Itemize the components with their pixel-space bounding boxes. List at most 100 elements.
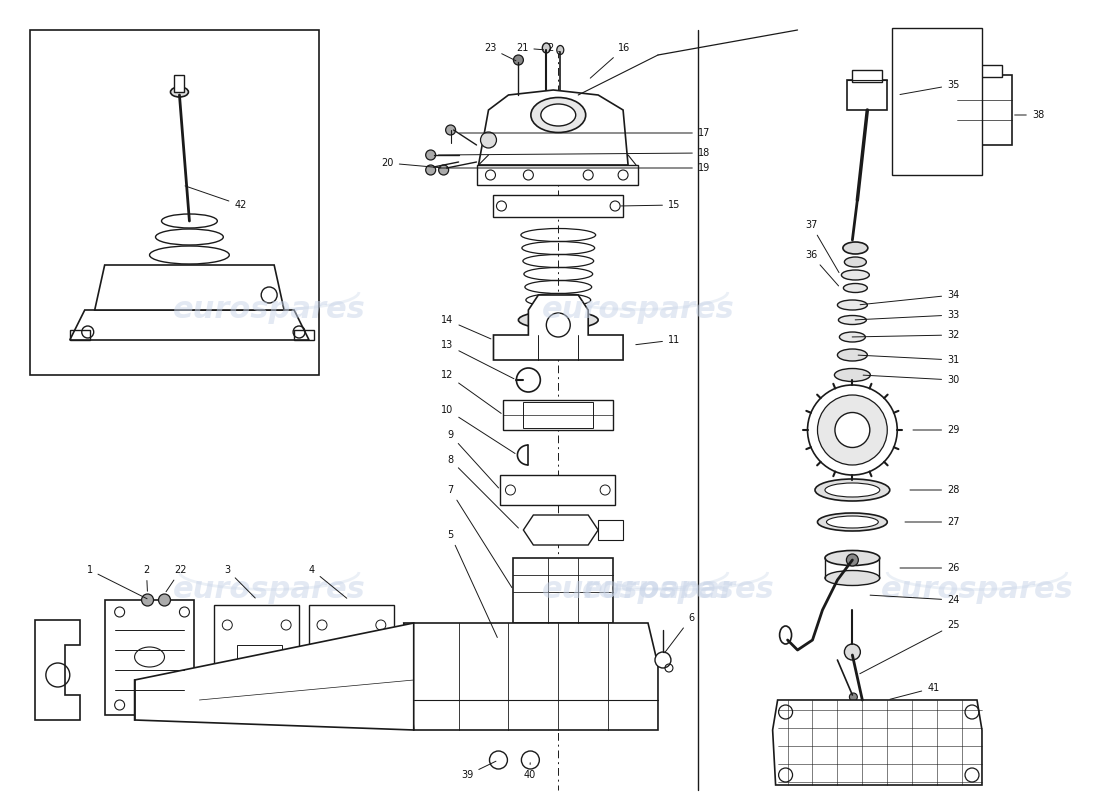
Text: 26: 26 <box>900 563 959 573</box>
Ellipse shape <box>825 570 880 586</box>
Ellipse shape <box>825 483 880 497</box>
Circle shape <box>481 132 496 148</box>
Ellipse shape <box>817 513 888 531</box>
Polygon shape <box>772 700 982 785</box>
Polygon shape <box>476 165 638 185</box>
Ellipse shape <box>557 46 564 54</box>
Text: 7: 7 <box>448 485 512 588</box>
Text: 14: 14 <box>441 315 491 339</box>
Text: 37: 37 <box>805 220 839 273</box>
Text: 2: 2 <box>547 43 560 53</box>
Text: 5: 5 <box>448 530 497 638</box>
Ellipse shape <box>817 395 888 465</box>
Text: 32: 32 <box>852 330 959 340</box>
Text: 35: 35 <box>900 80 959 94</box>
Circle shape <box>426 165 436 175</box>
Text: 10: 10 <box>441 405 515 454</box>
Ellipse shape <box>845 257 867 267</box>
Ellipse shape <box>518 311 598 329</box>
Text: 42: 42 <box>185 186 246 210</box>
Circle shape <box>158 594 170 606</box>
Text: 24: 24 <box>870 595 959 605</box>
Ellipse shape <box>825 550 880 566</box>
Text: 20: 20 <box>382 158 441 168</box>
Text: eurospares: eurospares <box>541 295 735 325</box>
Circle shape <box>845 644 860 660</box>
Circle shape <box>654 652 671 668</box>
Bar <box>238 645 282 675</box>
Ellipse shape <box>844 283 867 293</box>
Text: 28: 28 <box>910 485 959 495</box>
Text: 8: 8 <box>448 455 518 528</box>
Text: 3: 3 <box>224 565 255 598</box>
Circle shape <box>521 751 539 769</box>
Bar <box>957 75 1012 145</box>
Circle shape <box>849 693 857 701</box>
Text: 15: 15 <box>620 200 680 210</box>
Text: 34: 34 <box>860 290 959 305</box>
Text: 21: 21 <box>516 43 543 53</box>
Text: 4: 4 <box>309 565 346 598</box>
Polygon shape <box>35 620 80 720</box>
Circle shape <box>514 55 524 65</box>
Text: 29: 29 <box>913 425 959 435</box>
Text: 38: 38 <box>1014 110 1044 120</box>
Polygon shape <box>95 265 284 310</box>
Polygon shape <box>69 310 309 340</box>
Polygon shape <box>309 605 394 720</box>
Ellipse shape <box>839 332 866 342</box>
Text: 17: 17 <box>460 128 711 138</box>
Bar <box>967 65 1002 77</box>
Text: 40: 40 <box>524 762 536 780</box>
Text: 36: 36 <box>805 250 838 286</box>
Text: 22: 22 <box>166 565 187 592</box>
Polygon shape <box>404 623 658 730</box>
Text: 27: 27 <box>905 517 959 527</box>
Polygon shape <box>504 400 613 430</box>
Text: eurospares: eurospares <box>541 575 735 605</box>
Circle shape <box>426 150 436 160</box>
Polygon shape <box>214 605 299 720</box>
Text: 25: 25 <box>860 620 959 674</box>
Circle shape <box>261 287 277 303</box>
Bar <box>104 600 195 715</box>
Text: eurospares: eurospares <box>173 575 365 605</box>
Text: 18: 18 <box>439 148 711 158</box>
Text: eurospares: eurospares <box>173 295 365 325</box>
Ellipse shape <box>531 314 585 326</box>
Ellipse shape <box>835 413 870 447</box>
Polygon shape <box>494 295 623 360</box>
Text: 19: 19 <box>439 163 711 173</box>
Ellipse shape <box>843 242 868 254</box>
Circle shape <box>446 125 455 135</box>
Ellipse shape <box>541 104 575 126</box>
Text: eurospares: eurospares <box>881 575 1074 605</box>
Text: 16: 16 <box>591 43 630 78</box>
Bar <box>500 475 615 505</box>
Bar <box>852 70 882 82</box>
Polygon shape <box>524 515 598 545</box>
Circle shape <box>439 165 449 175</box>
Text: 33: 33 <box>855 310 959 320</box>
Circle shape <box>490 751 507 769</box>
Circle shape <box>846 554 858 566</box>
Bar <box>524 402 593 428</box>
Text: 6: 6 <box>664 613 694 653</box>
Ellipse shape <box>780 626 792 644</box>
Bar <box>332 642 372 677</box>
Circle shape <box>142 594 154 606</box>
Ellipse shape <box>842 270 869 280</box>
Bar <box>175 75 185 92</box>
Polygon shape <box>478 90 628 165</box>
Text: 39: 39 <box>461 762 496 780</box>
Text: 9: 9 <box>448 430 498 488</box>
Text: 41: 41 <box>890 683 939 699</box>
Bar <box>30 30 319 375</box>
Text: 2: 2 <box>143 565 150 591</box>
Polygon shape <box>134 623 414 730</box>
Ellipse shape <box>170 87 188 97</box>
Polygon shape <box>598 520 623 540</box>
Bar <box>514 558 613 623</box>
Bar <box>494 195 623 217</box>
Ellipse shape <box>837 300 867 310</box>
